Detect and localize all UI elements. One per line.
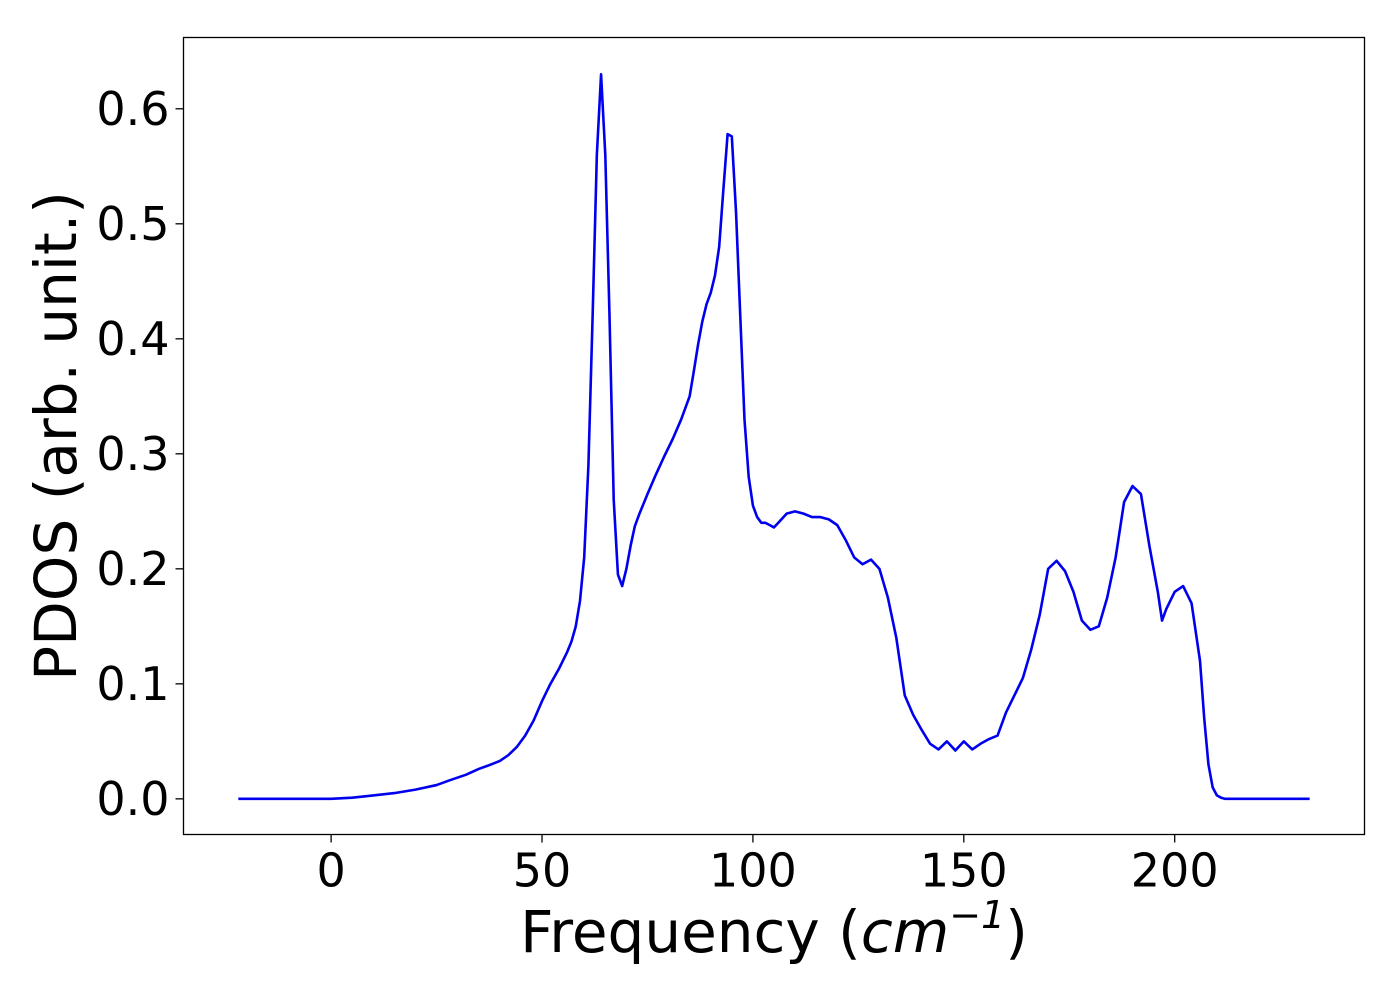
y-tick-label: 0.2 bbox=[96, 542, 169, 596]
y-axis: 0.0 0.1 0.2 0.3 0.4 0.5 0.6 bbox=[96, 82, 184, 826]
x-axis-label-suffix: ) bbox=[1005, 898, 1028, 966]
axes-frame bbox=[182, 36, 1366, 836]
y-tick-label: 0.0 bbox=[96, 772, 169, 826]
x-axis-label-unit: cm bbox=[861, 898, 949, 966]
plot-area bbox=[238, 73, 1310, 801]
y-tick-label: 0.5 bbox=[96, 197, 169, 251]
x-tick-label: 50 bbox=[513, 844, 572, 898]
x-axis-label-prefix: Frequency ( bbox=[520, 898, 861, 966]
y-tick-label: 0.4 bbox=[96, 312, 169, 366]
y-tick-label: 0.6 bbox=[96, 82, 169, 136]
x-tick-label: 0 bbox=[316, 844, 345, 898]
pdos-series-line bbox=[238, 73, 1310, 801]
x-tick-label: 100 bbox=[709, 844, 797, 898]
y-tick-label: 0.3 bbox=[96, 427, 169, 481]
x-tick-label: 150 bbox=[920, 844, 1008, 898]
x-axis-label: Frequency (cm−1) bbox=[520, 893, 1028, 966]
y-tick-label: 0.1 bbox=[96, 657, 169, 711]
y-axis-label: PDOS (arb. unit.) bbox=[22, 191, 90, 681]
x-tick-label: 200 bbox=[1131, 844, 1219, 898]
x-axis: 0 50 100 150 200 bbox=[316, 834, 1219, 898]
x-axis-label-exponent: −1 bbox=[949, 893, 1005, 937]
